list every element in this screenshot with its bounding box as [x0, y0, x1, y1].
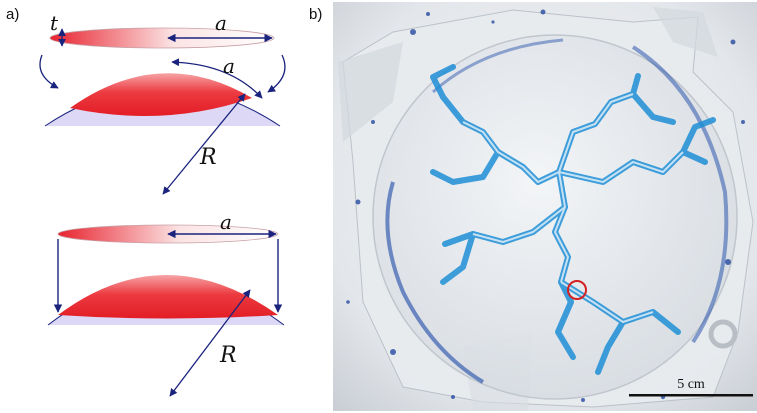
scale-bar-label: 5 cm: [677, 377, 705, 392]
sphere-radius-arrow-bottom: [169, 289, 251, 397]
disk-radius-label: a: [215, 11, 227, 35]
sphere-radius-label-top: R: [199, 145, 217, 170]
wrap-arrow-right: [267, 54, 286, 93]
metal-ring: [708, 319, 738, 349]
wrap-arrow-left: [39, 54, 59, 89]
cap-arc-arrow: [171, 58, 263, 99]
panel-a-label: a): [6, 6, 20, 23]
sphere-radius-arrow-top: [162, 93, 246, 195]
red-marker-circle: [567, 280, 587, 300]
ink-splatter: [346, 9, 745, 402]
bottom-disk-radius-label: a: [220, 210, 232, 234]
scale-bar: [629, 394, 753, 397]
panel-b-label: b): [309, 6, 323, 23]
crumpled-sheet-photo: 5 cm: [333, 2, 757, 411]
sphere-radius-label-bottom: R: [219, 343, 237, 368]
cap-arc-label: a: [223, 54, 235, 78]
top-flat-disk: [49, 27, 275, 49]
thickness-label: t: [50, 11, 59, 35]
cap-diagram: t a a R a R: [39, 11, 286, 397]
